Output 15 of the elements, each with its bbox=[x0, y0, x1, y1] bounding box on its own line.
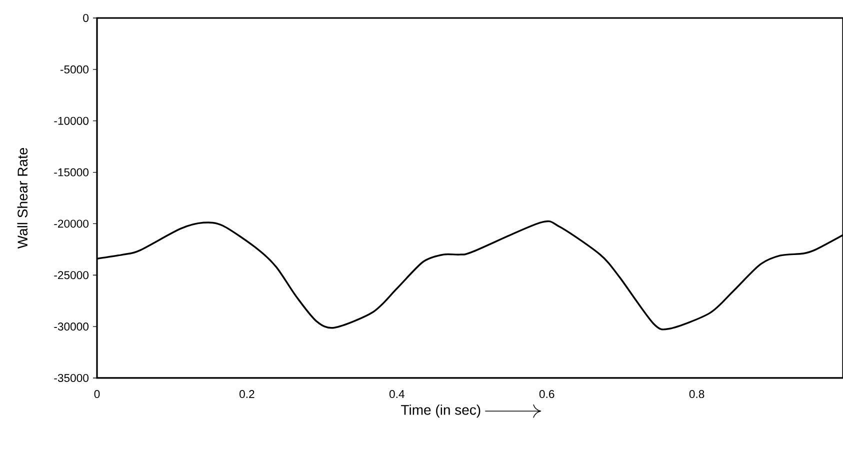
y-tick-label: -30000 bbox=[54, 322, 89, 331]
x-tick-label: 0.4 bbox=[389, 390, 404, 398]
y-axis-title: Wall Shear Rate bbox=[17, 148, 28, 249]
x-tick-label: 0 bbox=[94, 390, 100, 398]
x-tick-label: 0.2 bbox=[240, 390, 254, 398]
y-tick-label: -20000 bbox=[54, 220, 89, 228]
x-tick-label: 0.6 bbox=[539, 390, 554, 398]
y-tick-label: 0 bbox=[83, 14, 89, 22]
y-tick-label: -5000 bbox=[60, 65, 89, 74]
x-tick-label: 0.8 bbox=[689, 390, 704, 398]
y-tick-label: -35000 bbox=[54, 374, 89, 382]
x-axis-title: Time (in sec) bbox=[401, 404, 480, 418]
y-tick-label: -15000 bbox=[54, 168, 89, 176]
y-tick-label: -25000 bbox=[54, 271, 89, 280]
y-tick-label: -10000 bbox=[54, 116, 89, 125]
